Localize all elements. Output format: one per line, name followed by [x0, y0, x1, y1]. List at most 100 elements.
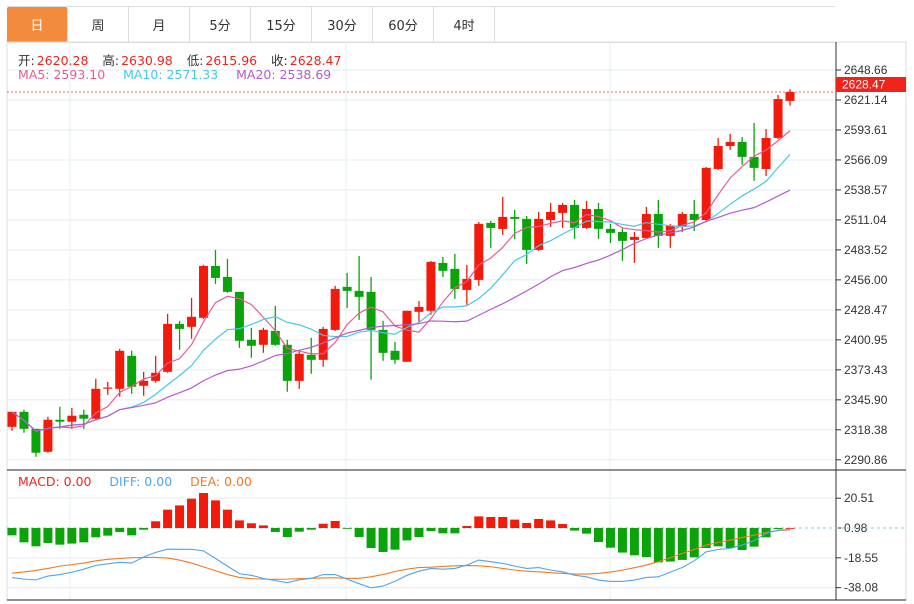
high-value: 2630.98: [121, 53, 173, 68]
ma5-value: MA5: 2593.10: [18, 67, 106, 82]
current-price-label: 2628.47: [842, 77, 886, 91]
candle: [402, 310, 412, 362]
y-tick-label: 2648.66: [844, 63, 888, 77]
candle: [522, 215, 532, 264]
candle-body: [103, 387, 113, 389]
tab-4hour[interactable]: 4时: [434, 7, 495, 42]
macd-bar: [474, 516, 484, 529]
candle: [761, 129, 771, 176]
candle-body: [330, 288, 340, 330]
candle: [55, 406, 65, 429]
macd-bar: [534, 518, 544, 529]
macd-bar: [306, 528, 316, 530]
candle: [151, 355, 161, 383]
macd-bar: [725, 528, 735, 549]
candle-body: [390, 350, 400, 360]
candle-body: [246, 339, 256, 346]
candle-body: [785, 91, 795, 101]
macd-bar: [163, 509, 173, 529]
candle: [665, 223, 675, 248]
candle-body: [749, 156, 759, 168]
candle-body: [462, 278, 472, 290]
candle-body: [258, 329, 268, 345]
macd-bar: [570, 528, 580, 531]
candle: [450, 253, 460, 299]
macd-bar: [19, 528, 29, 543]
candle: [175, 320, 185, 350]
y-tick-label: 2456.00: [844, 273, 888, 287]
tab-30min[interactable]: 30分: [312, 7, 373, 42]
candle-body: [91, 388, 101, 419]
tab-5min[interactable]: 5分: [190, 7, 251, 42]
candle: [163, 313, 173, 373]
candle-body: [641, 213, 651, 238]
candle-body: [234, 291, 244, 341]
macd-tick-label: -38.08: [844, 581, 878, 595]
macd-bar: [282, 528, 292, 538]
macd-bar: [653, 528, 663, 563]
macd-bar: [462, 526, 472, 529]
candle: [462, 264, 472, 305]
candle: [270, 305, 280, 346]
candle-body: [294, 353, 304, 381]
y-tick-label: 2318.38: [844, 423, 888, 437]
macd-bar: [390, 528, 400, 550]
macd-bar: [510, 519, 520, 529]
low-value: 2615.96: [205, 53, 258, 68]
macd-bar: [151, 521, 161, 529]
tab-day[interactable]: 日: [7, 7, 68, 42]
candle-body: [773, 99, 783, 138]
tab-month[interactable]: 月: [129, 7, 190, 42]
tab-15min[interactable]: 15分: [251, 7, 312, 42]
macd-bar: [139, 528, 149, 530]
ma5-line: [11, 130, 791, 432]
candle-body: [677, 213, 687, 226]
candle: [390, 341, 400, 364]
macd-bar: [641, 528, 651, 558]
macd-bar: [354, 528, 364, 538]
candle-body: [486, 222, 496, 228]
candle-body: [402, 310, 412, 362]
macd-bar: [629, 528, 639, 556]
candle-body: [354, 290, 364, 297]
candle: [474, 221, 484, 286]
candle: [629, 231, 639, 263]
y-tick-label: 2593.61: [844, 123, 888, 137]
tab-week[interactable]: 周: [68, 7, 129, 42]
macd-bar: [498, 517, 508, 529]
macd-bar: [689, 528, 699, 558]
candle-body: [498, 216, 508, 229]
macd-bar: [294, 528, 304, 532]
macd-bar: [749, 528, 759, 547]
macd-bar: [318, 523, 328, 529]
candle: [318, 326, 328, 367]
candle-body: [318, 328, 328, 360]
macd-bar: [605, 528, 615, 548]
candle-body: [151, 372, 161, 381]
candle-body: [426, 261, 436, 311]
macd-bar: [582, 528, 592, 534]
tab-60min[interactable]: 60分: [373, 7, 434, 42]
macd-bar: [713, 528, 723, 547]
candle-body: [653, 213, 663, 236]
open-value: 2620.28: [36, 53, 89, 68]
candle: [187, 297, 197, 339]
candle: [773, 95, 783, 139]
candle: [330, 285, 340, 331]
candle: [258, 327, 268, 353]
candle-body: [629, 236, 639, 240]
y-tick-label: 2538.57: [844, 183, 888, 197]
macd-bar: [258, 525, 268, 529]
ma10-value: MA10: 2571.33: [123, 67, 219, 82]
y-tick-label: 2428.47: [844, 303, 888, 317]
macd-bar: [187, 498, 197, 529]
current-price-badge: [836, 76, 906, 92]
ma-header: MA5: 2593.10 MA10: 2571.33 MA20: 2538.69: [18, 67, 333, 82]
close-label: 收:: [271, 53, 288, 68]
macd-bar: [127, 528, 137, 536]
macd-bar: [270, 528, 280, 532]
macd-bar: [773, 528, 783, 530]
candle-body: [210, 265, 220, 278]
candle-body: [414, 306, 424, 312]
candle-body: [558, 204, 568, 213]
